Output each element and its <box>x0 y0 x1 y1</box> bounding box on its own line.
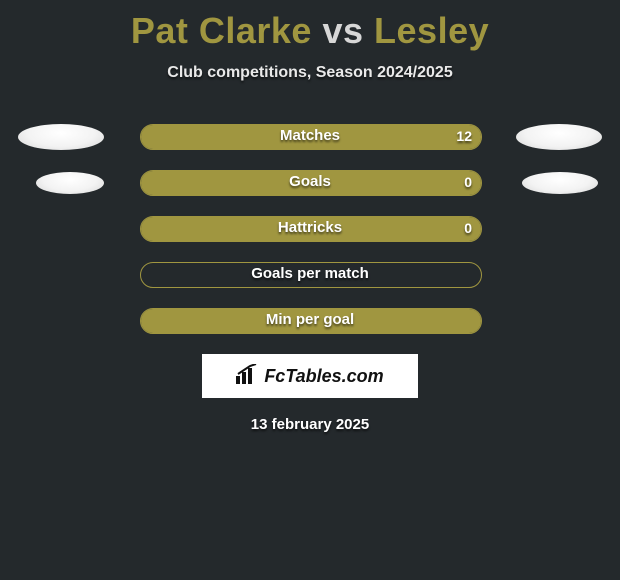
bar-fill <box>141 309 481 333</box>
row-min-per-goal: Min per goal <box>0 308 620 334</box>
page-root: Pat Clarke vs Lesley Club competitions, … <box>0 0 620 580</box>
bar-track <box>140 170 482 196</box>
bar-track <box>140 124 482 150</box>
logo-box: FcTables.com <box>202 354 418 398</box>
row-hattricks: Hattricks 0 <box>0 216 620 242</box>
logo-text: FcTables.com <box>264 366 383 387</box>
ellipse-left-goals <box>36 172 104 194</box>
bar-track <box>140 308 482 334</box>
ellipse-right-goals <box>522 172 598 194</box>
bar-fill <box>141 171 481 195</box>
date-text: 13 february 2025 <box>0 416 620 433</box>
row-goals-per-match: Goals per match <box>0 262 620 288</box>
ellipse-right-matches <box>516 124 602 150</box>
row-matches: Matches 12 <box>0 124 620 150</box>
bar-fill <box>141 217 481 241</box>
bar-fill <box>141 125 481 149</box>
player2-name: Lesley <box>374 10 489 51</box>
vs-text: vs <box>322 10 363 51</box>
ellipse-left-matches <box>18 124 104 150</box>
stat-rows: Matches 12 Goals 0 Hattricks 0 Goals per <box>0 124 620 334</box>
row-goals: Goals 0 <box>0 170 620 196</box>
logo-inner: FcTables.com <box>236 364 383 389</box>
page-title: Pat Clarke vs Lesley <box>0 0 620 52</box>
bar-track <box>140 216 482 242</box>
subtitle: Club competitions, Season 2024/2025 <box>0 64 620 82</box>
player1-name: Pat Clarke <box>131 10 312 51</box>
bar-track <box>140 262 482 288</box>
logo-icon <box>236 364 258 389</box>
